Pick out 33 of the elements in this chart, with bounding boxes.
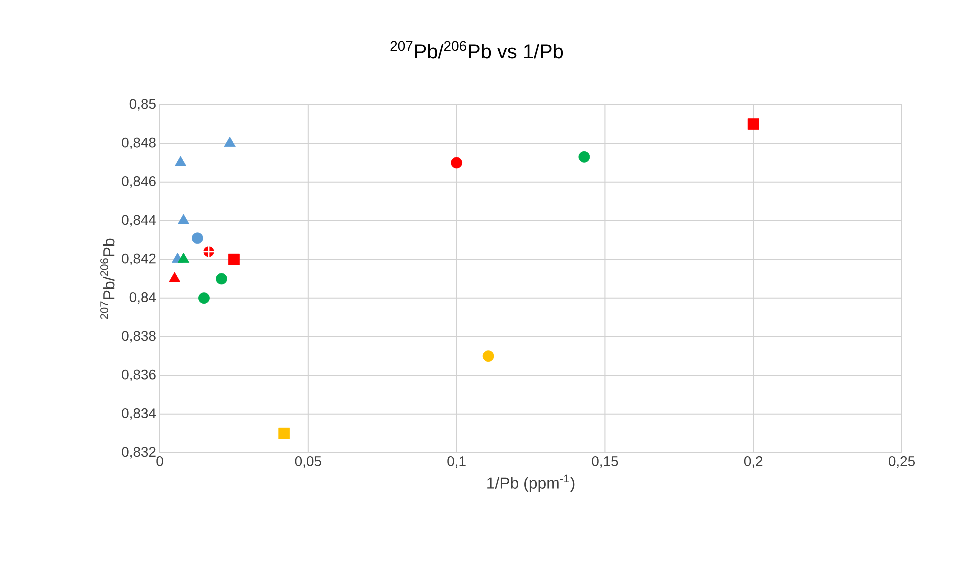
point xyxy=(169,272,181,282)
x-tick-label: 0,05 xyxy=(295,456,322,468)
y-tick-label: 0,85 xyxy=(130,99,156,111)
point xyxy=(278,428,290,440)
point xyxy=(578,151,590,163)
point xyxy=(192,232,204,244)
y-tick-label: 0,832 xyxy=(122,447,156,459)
point xyxy=(178,214,190,224)
point xyxy=(198,292,210,304)
y-tick-label: 0,838 xyxy=(122,331,156,343)
point xyxy=(748,118,760,130)
x-tick-label: 0,15 xyxy=(592,456,618,468)
x-tick-label: 0,2 xyxy=(744,456,763,468)
x-tick-label: 0,1 xyxy=(448,456,466,468)
point xyxy=(178,252,190,264)
y-tick-label: 0,842 xyxy=(122,254,156,266)
point xyxy=(451,157,463,169)
y-tick-label: 0,846 xyxy=(122,176,156,188)
y-tick-label: 0,84 xyxy=(130,292,156,304)
y-tick-label: 0,848 xyxy=(122,138,156,150)
point xyxy=(174,156,187,166)
x-tick-label: 0,25 xyxy=(888,456,915,468)
chart-title: $^{207}$Pb/$^{206}$Pb vs 1/Pb xyxy=(390,41,564,59)
y-axis-title: $^{207}$Pb/$^{206}$Pb xyxy=(100,238,115,320)
point xyxy=(216,273,228,285)
point xyxy=(224,136,236,148)
x-tick-label: 0 xyxy=(156,456,164,466)
y-tick-label: 0,836 xyxy=(122,370,156,382)
y-tick-label: 0,844 xyxy=(122,215,156,227)
y-tick-label: 0,834 xyxy=(122,408,156,420)
point xyxy=(482,350,494,362)
point xyxy=(228,254,240,266)
x-axis-title: 1/Pb (ppm$^{-1}$) xyxy=(488,474,575,492)
